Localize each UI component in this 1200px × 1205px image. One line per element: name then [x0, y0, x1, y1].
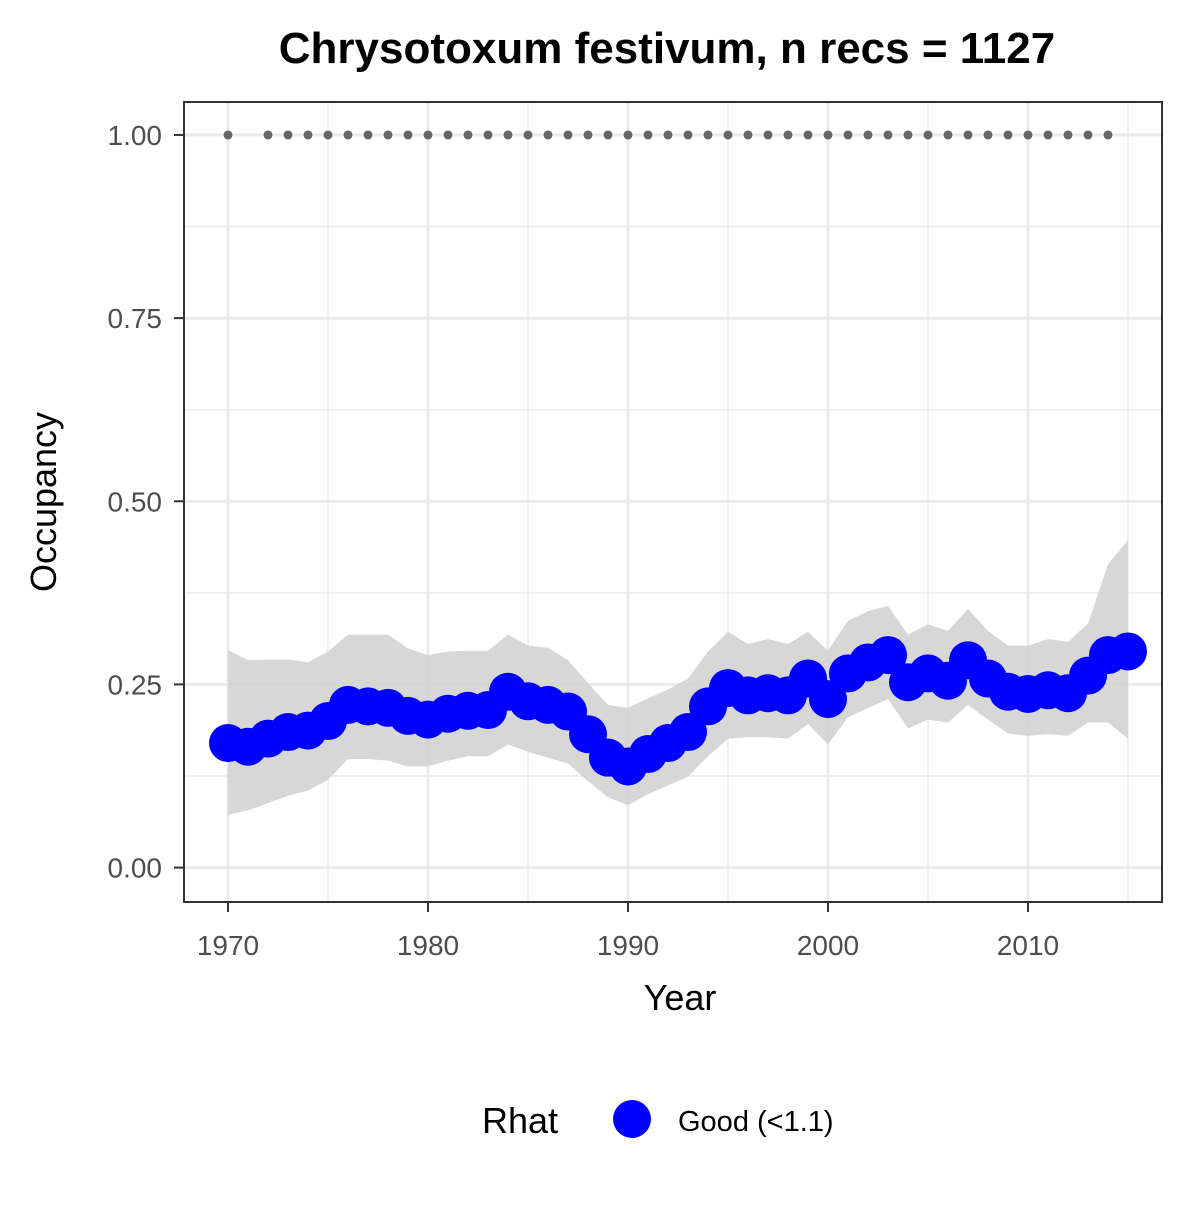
series-point [809, 680, 847, 719]
data-year-point [883, 130, 893, 140]
data-year-point [683, 130, 693, 140]
data-year-point [1103, 130, 1113, 140]
data-year-point [803, 130, 813, 140]
data-year-point [603, 130, 613, 140]
data-year-point [463, 130, 473, 140]
data-year-point [823, 130, 833, 140]
x-tick-label: 1980 [397, 930, 459, 961]
data-year-point [503, 130, 513, 140]
data-year-point [383, 130, 393, 140]
data-year-point [583, 130, 593, 140]
data-year-point [623, 130, 633, 140]
data-year-point [643, 130, 653, 140]
data-year-point [783, 130, 793, 140]
data-year-point [903, 130, 913, 140]
data-year-point [563, 130, 573, 140]
data-year-point [303, 130, 313, 140]
data-year-point [843, 130, 853, 140]
data-year-point [663, 130, 673, 140]
data-year-point [543, 130, 553, 140]
credible-interval-ribbon [228, 540, 1128, 815]
data-year-point [363, 130, 373, 140]
data-year-point [963, 130, 973, 140]
data-year-point [1063, 130, 1073, 140]
data-year-point [1083, 130, 1093, 140]
occupancy-series [209, 632, 1147, 786]
data-year-point [923, 130, 933, 140]
y-tick-label: 0.75 [108, 303, 163, 334]
data-year-point [1043, 130, 1053, 140]
y-tick-label: 0.50 [108, 486, 163, 517]
data-year-point [403, 130, 413, 140]
data-year-point [483, 130, 493, 140]
y-tick-label: 0.00 [108, 853, 163, 884]
data-year-point [1003, 130, 1013, 140]
axes: 1970 1980 1990 2000 2010 0.00 0.25 0.50 0.75 1.00 [108, 120, 1060, 961]
x-axis-title: Year [644, 977, 717, 1018]
data-year-point [223, 130, 233, 140]
x-tick-label: 1990 [597, 930, 659, 961]
data-year-point [423, 130, 433, 140]
data-year-point [743, 130, 753, 140]
series-point [669, 713, 707, 752]
data-year-point [283, 130, 293, 140]
y-tick-label: 1.00 [108, 120, 163, 151]
data-year-point [523, 130, 533, 140]
data-year-point [763, 130, 773, 140]
data-year-markers [223, 130, 1113, 140]
legend: Rhat Good (<1.1) [482, 1100, 834, 1141]
data-year-point [443, 130, 453, 140]
data-year-point [1023, 130, 1033, 140]
data-year-point [863, 130, 873, 140]
data-year-point [323, 130, 333, 140]
series-point [1109, 632, 1147, 671]
series-point [869, 636, 907, 675]
x-tick-label: 2000 [797, 930, 859, 961]
data-year-point [983, 130, 993, 140]
x-tick-label: 1970 [197, 930, 259, 961]
data-year-point [263, 130, 273, 140]
legend-title: Rhat [482, 1100, 558, 1141]
data-year-point [723, 130, 733, 140]
data-year-point [343, 130, 353, 140]
legend-label-good: Good (<1.1) [678, 1106, 834, 1138]
data-year-point [703, 130, 713, 140]
chart-title: Chrysotoxum festivum, n recs = 1127 [279, 24, 1055, 73]
credible-interval-band [228, 540, 1128, 815]
legend-key-good [613, 1100, 651, 1138]
y-axis-title: Occupancy [23, 412, 64, 592]
y-tick-label: 0.25 [108, 669, 163, 700]
data-year-point [943, 130, 953, 140]
x-tick-label: 2010 [997, 930, 1059, 961]
